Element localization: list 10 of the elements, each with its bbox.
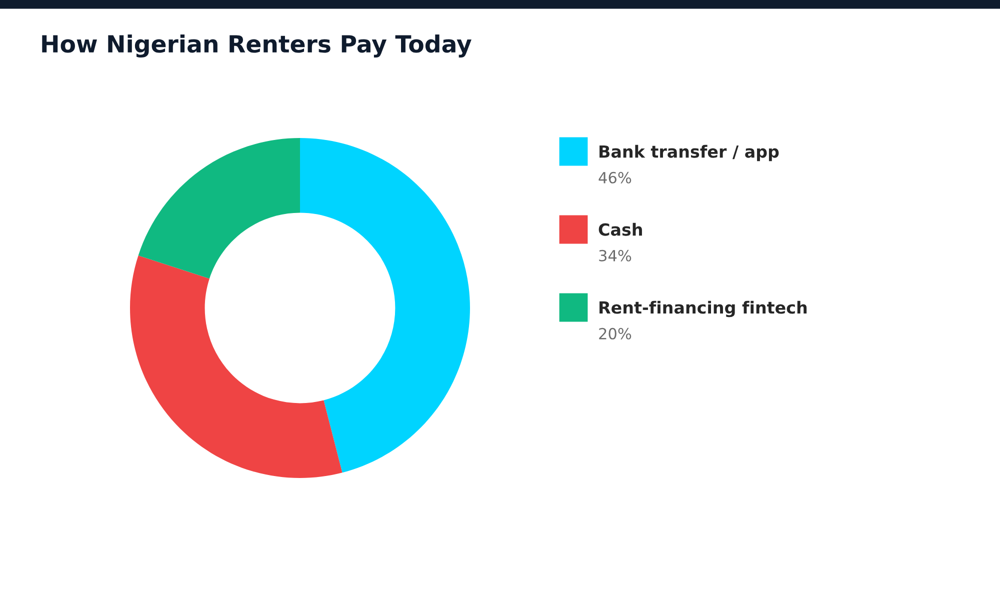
legend-label: Rent-financing fintech [600, 300, 807, 318]
donut-slice [138, 138, 300, 279]
data-label: 46% [598, 172, 632, 184]
data-label: 20% [599, 328, 632, 340]
donut-slice [300, 138, 470, 473]
chart-title: How Nigerian Renters Pay Today [42, 34, 472, 58]
legend-label: Cash [598, 222, 642, 236]
donut-slice [130, 255, 342, 478]
data-label: 34% [599, 250, 632, 262]
legend-label: Bank transfer / app [600, 144, 779, 162]
